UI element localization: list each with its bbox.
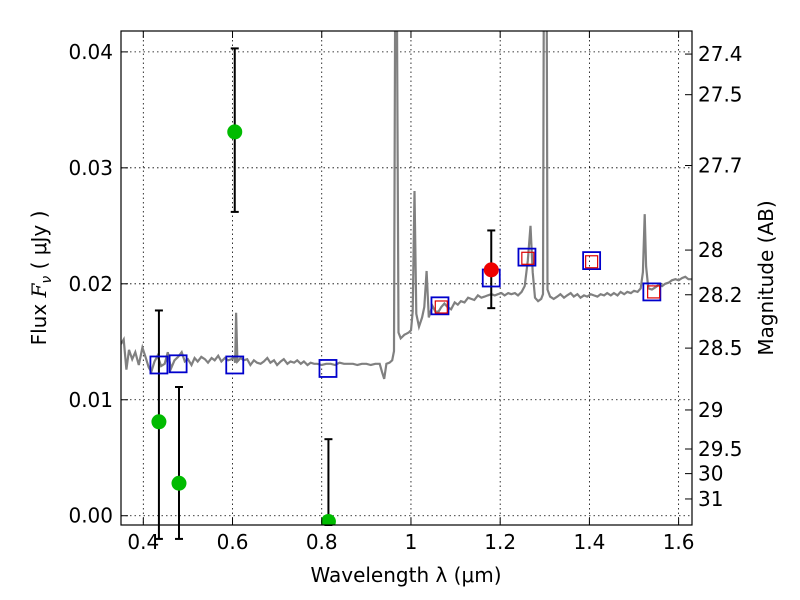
mag-tick-label: 27.4 bbox=[698, 42, 743, 66]
y-axis-label-left: Flux Fν ( μJy ) bbox=[27, 211, 55, 346]
mag-tick-label: 27.5 bbox=[698, 83, 743, 107]
svg-text:Flux Fν ( μJy ): Flux Fν ( μJy ) bbox=[27, 211, 55, 346]
mag-tick-label: 27.7 bbox=[698, 154, 743, 178]
x-tick-label: 1.4 bbox=[573, 530, 605, 554]
y-label-subscript: ν bbox=[39, 276, 55, 284]
x-axis-label: Wavelength λ (μm) bbox=[310, 563, 501, 587]
model-photometry-marker bbox=[225, 355, 245, 375]
observed-photometry-marker bbox=[434, 300, 448, 314]
observed-photometry-marker bbox=[585, 255, 599, 269]
y-label-symbol: F bbox=[27, 282, 51, 298]
error-bars bbox=[154, 47, 496, 540]
x-tick-label: 1.2 bbox=[484, 530, 516, 554]
observed-point-marker bbox=[171, 475, 187, 491]
observed-photometry-marker bbox=[521, 251, 535, 265]
spectrum-series bbox=[121, 31, 692, 380]
mag-tick-label: 30 bbox=[698, 462, 723, 486]
mag-tick-label: 31 bbox=[698, 487, 723, 511]
y-tick-label: 0.03 bbox=[68, 156, 113, 180]
data-markers bbox=[149, 124, 662, 525]
axis-ticks: 0.4 0.6 0.8 1 1.2 1.4 1.6 0.00 0.01 0.02 0.03 0.04 2… bbox=[68, 31, 743, 554]
model-photometry-marker bbox=[430, 296, 450, 316]
x-tick-label: 0.8 bbox=[306, 530, 338, 554]
x-tick-label: 0.6 bbox=[217, 530, 249, 554]
mag-tick-label: 28.2 bbox=[698, 283, 743, 307]
x-tick-label: 1.6 bbox=[663, 530, 695, 554]
y-tick-label: 0.00 bbox=[68, 504, 113, 528]
model-photometry-marker bbox=[318, 359, 338, 378]
model-photometry-marker bbox=[517, 247, 537, 267]
observed-point-marker bbox=[483, 262, 499, 278]
model-photometry-marker bbox=[642, 282, 662, 302]
spectrum-line bbox=[121, 31, 692, 380]
y-tick-label: 0.01 bbox=[68, 388, 113, 412]
y-tick-label: 0.02 bbox=[68, 272, 113, 296]
model-photometry-marker bbox=[149, 355, 169, 375]
y-axis-label-right: Magnitude (AB) bbox=[754, 200, 778, 355]
mag-tick-label: 29 bbox=[698, 398, 723, 422]
observed-photometry-marker bbox=[647, 285, 661, 299]
svg-text:Magnitude (AB): Magnitude (AB) bbox=[754, 200, 778, 355]
grid bbox=[121, 31, 692, 525]
model-photometry-marker bbox=[582, 251, 602, 271]
observed-point-marker bbox=[320, 514, 336, 525]
observed-point-marker bbox=[151, 414, 167, 430]
y-label-prefix: Flux bbox=[27, 297, 51, 345]
mag-tick-label: 29.5 bbox=[698, 437, 743, 461]
y-tick-label: 0.04 bbox=[68, 40, 113, 64]
model-photometry-marker bbox=[168, 354, 188, 374]
y-label-unit: ( μJy ) bbox=[27, 211, 51, 276]
mag-tick-label: 28 bbox=[698, 238, 723, 262]
x-tick-label: 1 bbox=[405, 530, 418, 554]
observed-point-marker bbox=[227, 124, 243, 140]
plot-frame bbox=[120, 30, 693, 526]
mag-tick-label: 28.5 bbox=[698, 336, 743, 360]
x-tick-label: 0.4 bbox=[127, 530, 159, 554]
